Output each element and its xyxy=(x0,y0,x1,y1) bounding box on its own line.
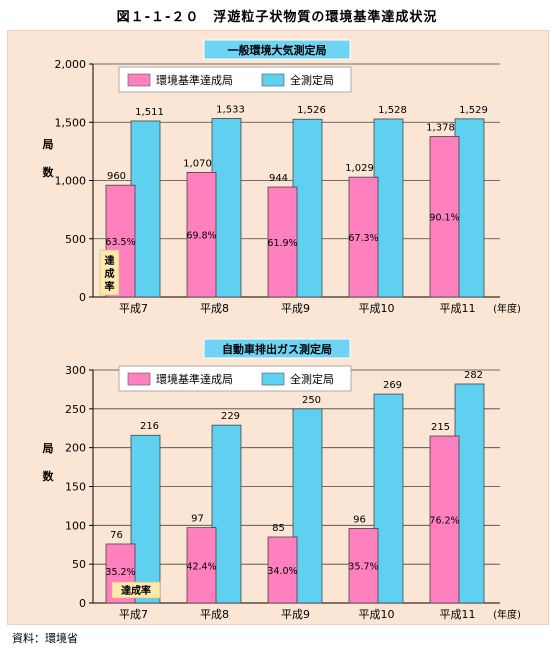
legend-label-total: 全測定局 xyxy=(290,73,334,87)
bar-total xyxy=(454,118,485,298)
x-tick-label: 平成7 xyxy=(119,302,148,315)
x-tick-label: 平成9 xyxy=(281,608,310,621)
data-label-total: 1,511 xyxy=(135,107,164,118)
legend-swatch-total xyxy=(261,73,285,87)
chart-title: 一般環境大気測定局 xyxy=(228,43,327,57)
data-label-achieved: 76 xyxy=(110,530,123,541)
y-tick-label: 1,500 xyxy=(55,116,87,129)
bar-total xyxy=(373,118,404,298)
legend-swatch-total xyxy=(261,372,285,386)
bar-achieved xyxy=(429,136,460,298)
x-tick-label: 平成10 xyxy=(359,608,395,621)
data-label-total: 1,526 xyxy=(297,105,326,116)
bar-total xyxy=(211,118,242,298)
rate-label: 42.4% xyxy=(186,561,216,572)
x-axis-unit: (年度) xyxy=(493,608,521,621)
y-tick-label: 500 xyxy=(65,233,86,246)
legend-swatch-achieved xyxy=(127,372,151,386)
bar-achieved xyxy=(267,536,298,604)
x-tick-label: 平成7 xyxy=(119,608,148,621)
bar-total xyxy=(211,424,242,604)
data-label-achieved: 960 xyxy=(107,171,126,182)
y-tick-label: 200 xyxy=(65,442,86,455)
data-label-total: 269 xyxy=(383,380,402,391)
y-tick-label: 150 xyxy=(65,481,86,494)
rate-label: 35.7% xyxy=(348,562,378,573)
data-label-total: 1,528 xyxy=(378,105,407,116)
data-label-achieved: 97 xyxy=(191,514,204,525)
bar-achieved xyxy=(186,527,217,604)
figure-title: 図１-１-２０ 浮遊粒子状物質の環境基準達成状況 xyxy=(116,10,438,25)
rate-caption: 成 xyxy=(105,267,115,280)
bar-achieved xyxy=(348,176,379,298)
y-axis-label: 数 xyxy=(43,165,55,179)
y-tick-label: 0 xyxy=(79,291,86,304)
rate-label: 63.5% xyxy=(105,237,135,248)
rate-label: 67.3% xyxy=(348,233,378,244)
data-label-achieved: 1,070 xyxy=(183,158,212,169)
legend-box xyxy=(118,66,352,93)
data-label-achieved: 944 xyxy=(269,173,288,184)
y-tick-label: 2,000 xyxy=(55,58,87,71)
y-axis-label: 局 xyxy=(42,442,54,455)
chart-title: 自動車排出ガス測定局 xyxy=(222,342,332,356)
chart-header-box xyxy=(203,338,351,359)
bar-total xyxy=(292,118,323,298)
bar-total xyxy=(454,383,485,604)
rate-label: 69.8% xyxy=(186,231,216,242)
rate-label: 61.9% xyxy=(267,238,297,249)
legend-label-achieved: 環境基準達成局 xyxy=(156,73,233,87)
bar-total xyxy=(130,120,161,298)
y-axis-label: 数 xyxy=(43,469,55,483)
legend-box xyxy=(118,365,352,392)
rate-label: 76.2% xyxy=(429,516,459,527)
x-tick-label: 平成8 xyxy=(200,608,229,621)
y-tick-label: 1,000 xyxy=(55,175,87,188)
data-label-total: 250 xyxy=(302,395,321,406)
legend-swatch-achieved xyxy=(127,73,151,87)
data-label-achieved: 1,378 xyxy=(426,122,455,133)
y-tick-label: 300 xyxy=(65,364,86,377)
data-label-total: 229 xyxy=(221,411,240,422)
y-axis-label: 局 xyxy=(42,138,54,151)
legend-label-total: 全測定局 xyxy=(290,372,334,386)
bar-total xyxy=(292,408,323,604)
rate-caption: 達成率 xyxy=(121,584,151,597)
data-label-achieved: 96 xyxy=(353,514,366,525)
bar-achieved xyxy=(267,186,298,298)
rate-caption-box xyxy=(111,581,161,599)
y-tick-label: 100 xyxy=(65,519,86,532)
data-label-achieved: 215 xyxy=(431,422,450,433)
data-label-total: 216 xyxy=(140,421,159,432)
rate-label: 34.0% xyxy=(267,566,297,577)
rate-label: 90.1% xyxy=(429,213,459,224)
rate-caption: 達 xyxy=(105,254,115,267)
data-label-total: 1,529 xyxy=(459,105,488,116)
data-label-total: 282 xyxy=(464,370,483,381)
data-label-total: 1,533 xyxy=(216,104,245,115)
x-tick-label: 平成9 xyxy=(281,302,310,315)
y-tick-label: 250 xyxy=(65,403,86,416)
x-tick-label: 平成10 xyxy=(359,302,395,315)
bar-achieved xyxy=(429,435,460,604)
y-tick-label: 50 xyxy=(72,558,86,571)
x-tick-label: 平成8 xyxy=(200,302,229,315)
rate-caption: 率 xyxy=(105,280,115,293)
legend-label-achieved: 環境基準達成局 xyxy=(156,372,233,386)
y-tick-label: 0 xyxy=(79,597,86,610)
bar-total xyxy=(130,434,161,604)
rate-caption-box xyxy=(99,249,120,296)
data-label-achieved: 1,029 xyxy=(345,163,374,174)
data-label-achieved: 85 xyxy=(272,523,285,534)
bar-achieved xyxy=(348,528,379,604)
x-tick-label: 平成11 xyxy=(440,608,476,621)
bar-total xyxy=(373,393,404,604)
x-tick-label: 平成11 xyxy=(440,302,476,315)
chart-header-box xyxy=(203,39,351,60)
rate-label: 35.2% xyxy=(105,567,135,578)
x-axis-unit: (年度) xyxy=(493,302,521,315)
source-note: 資料：環境省 xyxy=(12,632,78,645)
bar-achieved xyxy=(186,171,217,298)
